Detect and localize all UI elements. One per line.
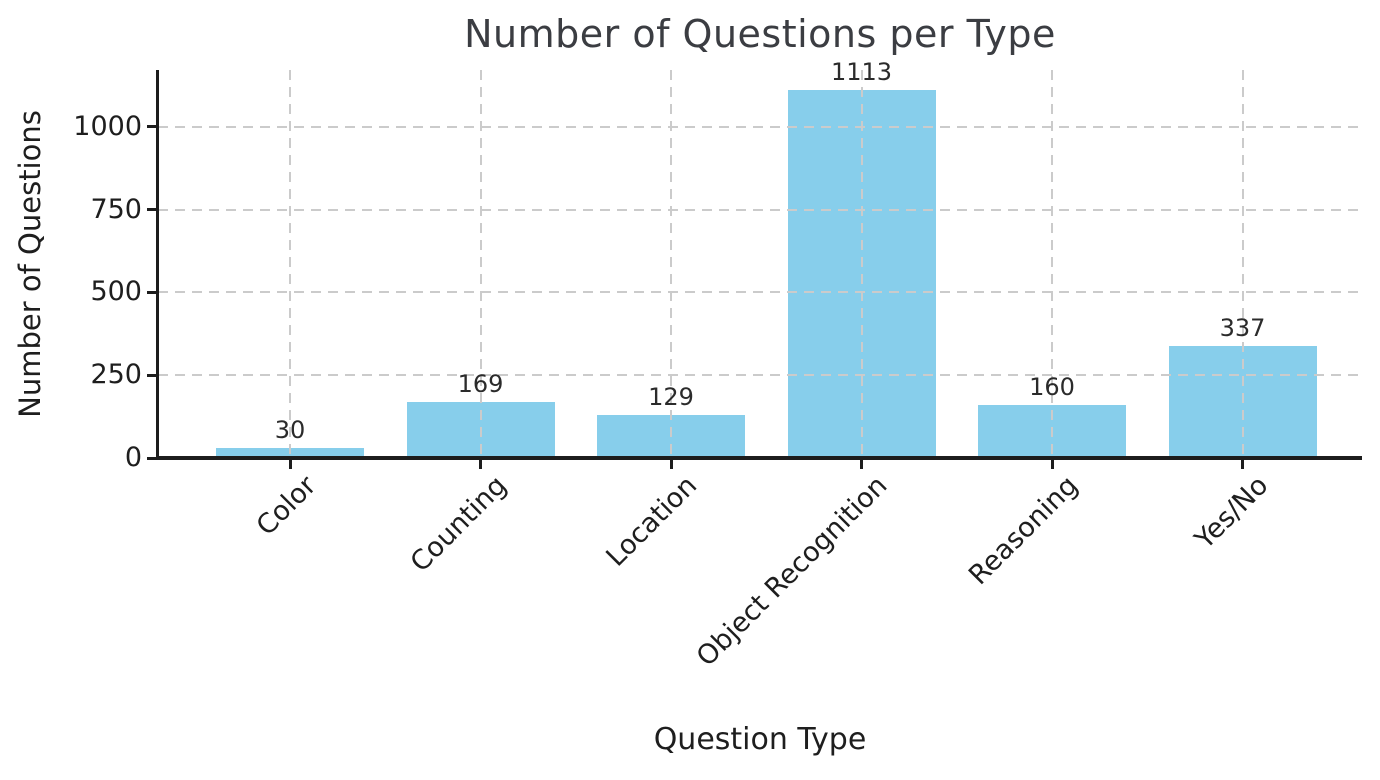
plot-area: 30 169 129 1113 160 337 bbox=[147, 58, 1362, 469]
y-tick-label: 0 bbox=[124, 442, 142, 473]
bar-value-label: 160 bbox=[1029, 373, 1075, 402]
chart-title: Number of Questions per Type bbox=[464, 12, 1056, 56]
y-tick-label: 500 bbox=[90, 276, 142, 308]
y-tick-mark bbox=[147, 208, 156, 212]
x-tick-mark bbox=[860, 460, 863, 469]
y-axis-label: Number of Questions bbox=[13, 110, 47, 418]
x-tick-label: Reasoning bbox=[962, 470, 1084, 592]
x-tick-mark bbox=[669, 460, 673, 469]
x-tick-mark bbox=[1241, 460, 1244, 469]
bar-value-label: 1113 bbox=[830, 57, 893, 86]
y-tick-mark bbox=[147, 456, 156, 460]
gridline-vertical bbox=[1241, 70, 1244, 458]
gridline-vertical bbox=[670, 70, 672, 458]
y-tick-mark bbox=[147, 373, 156, 377]
x-axis-spine bbox=[156, 456, 1362, 460]
y-tick-label: 1000 bbox=[73, 110, 142, 142]
bar-value-label: 30 bbox=[274, 416, 306, 445]
gridline-horizontal bbox=[158, 208, 1362, 211]
x-axis-label: Question Type bbox=[653, 722, 867, 757]
x-tick-mark bbox=[479, 460, 482, 469]
gridline-horizontal bbox=[158, 291, 1362, 294]
gridline-horizontal bbox=[158, 374, 1362, 377]
y-tick-label: 250 bbox=[90, 359, 142, 391]
x-tick-label: Counting bbox=[404, 470, 513, 579]
x-tick-label: Color bbox=[250, 470, 322, 542]
bar-value-label: 169 bbox=[457, 370, 504, 399]
y-tick-mark bbox=[147, 290, 156, 294]
y-axis-spine bbox=[156, 70, 159, 460]
gridline-vertical bbox=[860, 70, 863, 458]
x-tick-label: Location bbox=[600, 470, 703, 573]
y-tick-label: 750 bbox=[90, 193, 142, 225]
gridline-vertical bbox=[289, 70, 291, 458]
x-tick-mark bbox=[1050, 460, 1054, 469]
bar-value-label: 337 bbox=[1219, 314, 1266, 343]
x-tick-label: Object Recognition bbox=[690, 470, 894, 673]
gridline-vertical bbox=[1051, 70, 1053, 458]
gridline-horizontal bbox=[158, 125, 1362, 128]
y-tick-mark bbox=[147, 125, 156, 129]
gridline-vertical bbox=[479, 70, 482, 458]
x-tick-mark bbox=[288, 460, 292, 469]
bar-value-label: 129 bbox=[648, 383, 694, 412]
x-tick-label: Yes/No bbox=[1189, 470, 1275, 556]
